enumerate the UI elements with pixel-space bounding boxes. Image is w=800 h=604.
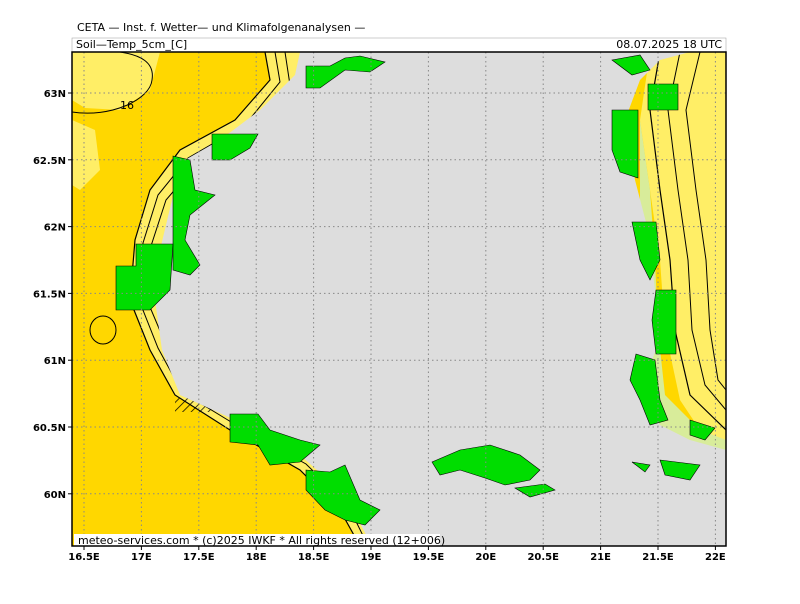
contour-label: 16 [120, 99, 134, 112]
contour-line [685, 52, 726, 391]
credit: meteo-services.com * (c)2025 IWKF * All … [78, 534, 445, 547]
lon-label: 17E [131, 552, 152, 563]
map-frame [71, 51, 727, 547]
lon-label: 20E [475, 552, 496, 563]
map-area: 16 meteo-services.com * (c)2025 IWKF * A… [72, 52, 726, 547]
credit-box [74, 534, 440, 546]
lat-label: 60.5N [33, 423, 66, 434]
cool-band [72, 52, 160, 110]
valid-time: 08.07.2025 18 UTC [616, 38, 722, 51]
lat-label: 63N [44, 89, 66, 100]
parameter-label: Soil—Temp_5cm_[C] [76, 38, 187, 51]
lon-label: 21E [590, 552, 611, 563]
lat-label: 61N [44, 356, 66, 367]
cool-land [640, 52, 726, 546]
lon-label: 19.5E [413, 552, 445, 563]
lon-label: 18.5E [298, 552, 330, 563]
cool-band [72, 120, 100, 190]
lat-label: 60N [44, 490, 66, 501]
sea [155, 52, 726, 546]
lon-label: 19E [361, 552, 382, 563]
lon-label: 22E [705, 552, 726, 563]
lon-label: 20.5E [527, 552, 559, 563]
lon-label: 17.5E [183, 552, 215, 563]
lat-label: 62N [44, 223, 66, 234]
contour-line [89, 315, 117, 345]
lon-label: 18E [246, 552, 267, 563]
lon-label: 21.5E [642, 552, 674, 563]
lat-label: 62.5N [33, 156, 66, 167]
grid [72, 52, 726, 546]
contour-line [72, 52, 153, 114]
lon-label: 16.5E [68, 552, 100, 563]
land-patches [115, 54, 716, 526]
header-title: CETA — Inst. f. Wetter— und Klimafolgena… [77, 21, 365, 34]
lat-label: 61.5N [33, 289, 66, 300]
